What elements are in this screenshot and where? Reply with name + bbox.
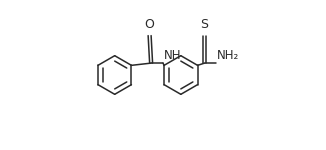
Text: NH₂: NH₂ — [216, 49, 239, 62]
Text: O: O — [145, 18, 155, 31]
Text: S: S — [200, 18, 209, 31]
Text: NH: NH — [164, 49, 181, 62]
